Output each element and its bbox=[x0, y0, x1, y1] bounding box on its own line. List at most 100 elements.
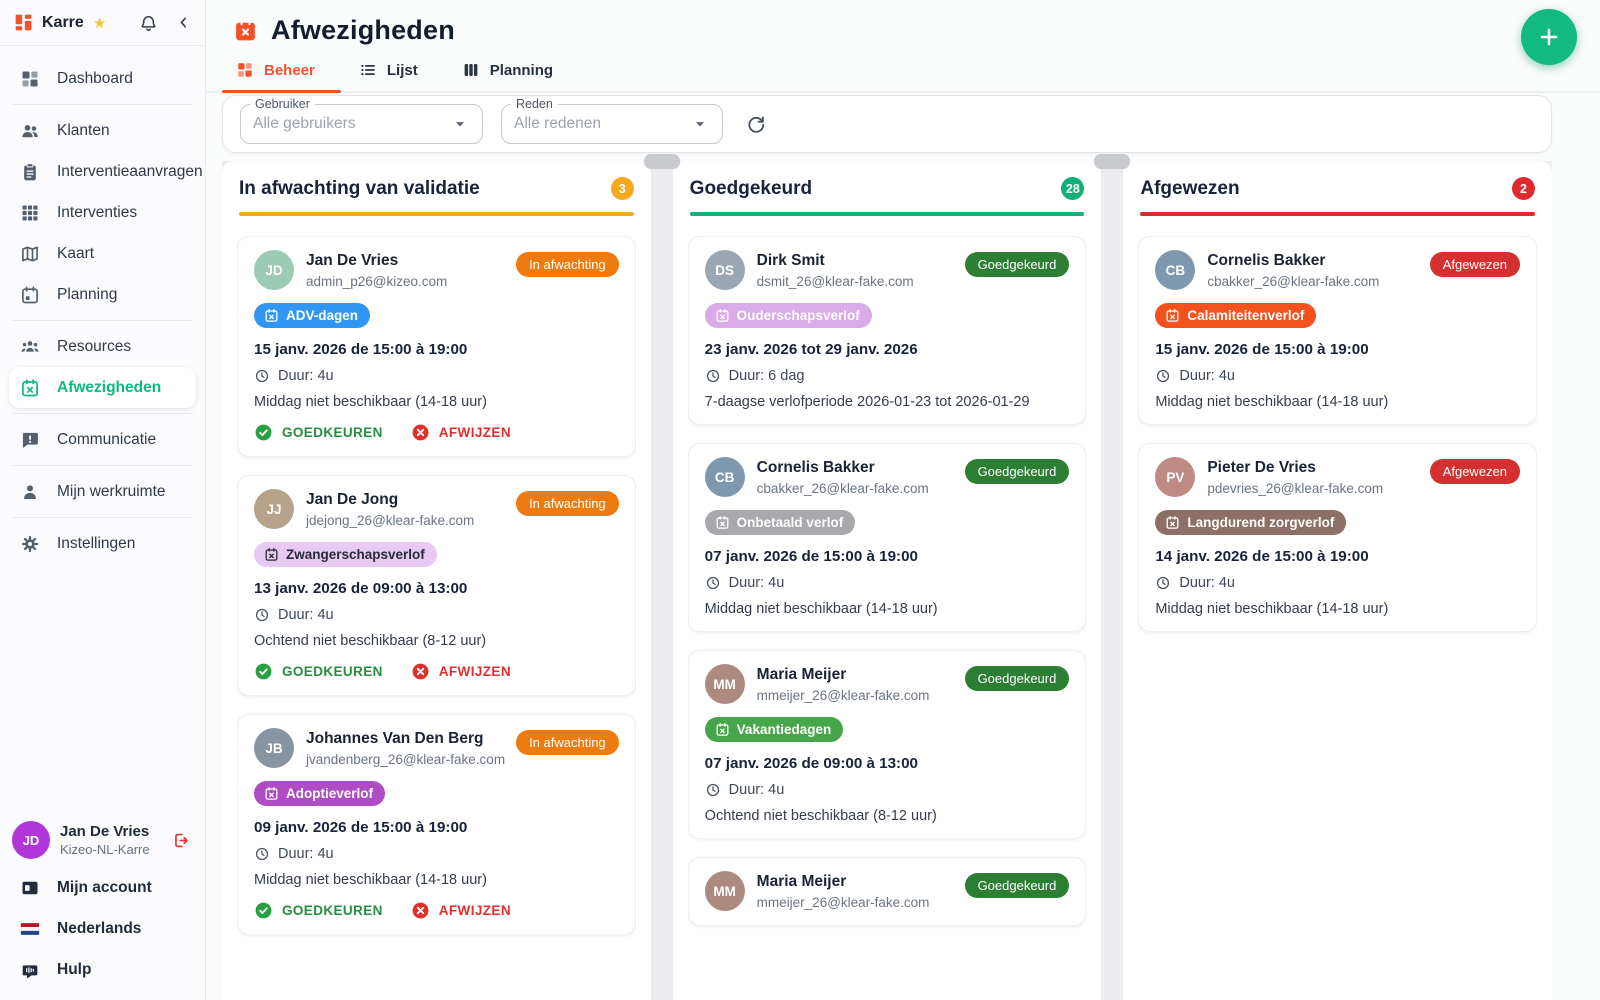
card-name: Maria Meijer bbox=[756, 666, 847, 683]
avatar: JD bbox=[254, 250, 294, 290]
reason-filter-value: Alle redenen bbox=[514, 115, 602, 132]
check-circle-icon bbox=[254, 901, 273, 920]
sidebar-footer-label: Mijn account bbox=[57, 878, 152, 896]
reject-button[interactable]: AFWIJZEN bbox=[411, 901, 511, 920]
column-header: Goedgekeurd 28 bbox=[688, 161, 1087, 216]
reason-tag-label: Onbetaald verlof bbox=[736, 515, 844, 530]
absence-card[interactable]: DS Dirk Smit dsmit_26@klear-fake.com Goedge… bbox=[687, 236, 1087, 425]
column-count-badge: 2 bbox=[1512, 177, 1536, 200]
card-icon bbox=[20, 878, 40, 898]
card-header: MM Maria Meijer mmeijer_26@klear-fake.com G… bbox=[704, 664, 1070, 704]
absence-card[interactable]: JB Johannes Van Den Berg jvandenberg_26@kl… bbox=[237, 714, 636, 935]
status-badge: Goedgekeurd bbox=[964, 873, 1070, 898]
card-header: MM Maria Meijer mmeijer_26@klear-fake.com G… bbox=[704, 871, 1070, 911]
check-circle-icon bbox=[254, 423, 273, 442]
column-header: Afgewezen 2 bbox=[1138, 161, 1537, 216]
clock-icon bbox=[254, 368, 270, 384]
card-duration: Duur: 4u bbox=[1155, 368, 1520, 384]
sidebar-item-planning[interactable]: Planning bbox=[9, 274, 196, 315]
approve-button[interactable]: GOEDKEUREN bbox=[254, 662, 383, 681]
reject-label: AFWIJZEN bbox=[438, 425, 511, 440]
approve-label: GOEDKEUREN bbox=[282, 903, 383, 918]
absence-card[interactable]: JJ Jan De Jong jdejong_26@klear-fake.com In… bbox=[237, 475, 636, 696]
tab-planning[interactable]: Planning bbox=[462, 61, 555, 91]
add-absence-button[interactable] bbox=[1521, 9, 1577, 65]
sidebar-footer-item-mijn-account[interactable]: Mijn account bbox=[9, 867, 196, 908]
avatar: MM bbox=[704, 664, 745, 704]
user-name: Jan De Vries bbox=[60, 823, 150, 840]
tab-lijst[interactable]: Lijst bbox=[359, 61, 420, 91]
check-circle-icon bbox=[254, 662, 273, 681]
approve-button[interactable]: GOEDKEUREN bbox=[254, 423, 383, 442]
card-description: Middag niet beschikbaar (14-18 uur) bbox=[1155, 394, 1389, 410]
sidebar-item-dashboard[interactable]: Dashboard bbox=[9, 58, 196, 99]
absence-card[interactable]: MM Maria Meijer mmeijer_26@klear-fake.com G… bbox=[687, 650, 1087, 839]
reason-filter-label: Reden bbox=[511, 97, 558, 111]
absence-card[interactable]: PV Pieter De Vries pdevries_26@klear-fake.… bbox=[1138, 443, 1538, 632]
reject-button[interactable]: AFWIJZEN bbox=[411, 662, 511, 681]
calendar-x-icon bbox=[20, 378, 40, 398]
logout-icon[interactable] bbox=[172, 831, 191, 850]
card-name: Jan De Vries bbox=[306, 252, 399, 269]
clock-icon bbox=[1155, 368, 1171, 384]
chevron-down-icon[interactable] bbox=[690, 114, 710, 134]
card-name: Jan De Jong bbox=[306, 491, 399, 508]
calendar-x-icon bbox=[264, 547, 279, 562]
refresh-icon[interactable] bbox=[745, 113, 767, 135]
card-date: 07 janv. 2026 de 09:00 à 13:00 bbox=[704, 755, 919, 772]
tab-beheer[interactable]: Beheer bbox=[222, 61, 341, 93]
status-badge: In afwachting bbox=[516, 252, 619, 277]
sidebar-item-klanten[interactable]: Klanten bbox=[9, 110, 196, 151]
sidebar-user[interactable]: JD Jan De Vries Kizeo-NL-Karre bbox=[0, 811, 205, 865]
card-date: 09 janv. 2026 de 15:00 à 19:00 bbox=[254, 819, 468, 836]
sidebar-item-interventieaanvragen[interactable]: Interventieaanvragen bbox=[9, 151, 203, 192]
sidebar-item-interventies[interactable]: Interventies bbox=[9, 192, 196, 233]
sidebar-item-label: Interventieaanvragen bbox=[57, 162, 203, 180]
card-header: PV Pieter De Vries pdevries_26@klear-fake.… bbox=[1155, 457, 1521, 497]
absence-card[interactable]: CB Cornelis Bakker cbakker_26@klear-fake.c… bbox=[687, 443, 1087, 632]
card-email: cbakker_26@klear-fake.com bbox=[1207, 274, 1380, 289]
bell-icon[interactable] bbox=[139, 13, 158, 32]
status-badge: Afgewezen bbox=[1429, 459, 1521, 484]
sidebar-footer-item-hulp[interactable]: Hulp bbox=[9, 949, 196, 990]
column-title: Afgewezen bbox=[1140, 177, 1240, 199]
sidebar-item-instellingen[interactable]: Instellingen bbox=[9, 523, 196, 564]
reason-filter-select[interactable]: Reden Alle redenen bbox=[501, 97, 723, 144]
absence-card[interactable]: MM Maria Meijer mmeijer_26@klear-fake.com G… bbox=[687, 857, 1087, 926]
status-badge: Afgewezen bbox=[1429, 252, 1521, 277]
reject-button[interactable]: AFWIJZEN bbox=[411, 423, 511, 442]
absence-card[interactable]: JD Jan De Vries admin_p26@kizeo.com In afwa… bbox=[237, 236, 636, 457]
chevron-down-icon[interactable] bbox=[450, 114, 470, 134]
column-goedgekeurd: Goedgekeurd 28 DS Dirk Smit dsmit_26@klear-f… bbox=[672, 161, 1102, 1000]
card-header: JJ Jan De Jong jdejong_26@klear-fake.com In… bbox=[254, 489, 619, 529]
column-in-afwachting-van-validatie: In afwachting van validatie 3 JD Jan De Vri… bbox=[222, 161, 651, 1000]
sidebar-item-label: Mijn werkruimte bbox=[57, 482, 166, 500]
calendar-x-icon bbox=[1165, 515, 1180, 530]
page-header: Afwezigheden bbox=[206, 0, 1600, 46]
column-scroll-handle[interactable] bbox=[643, 154, 680, 169]
sidebar-item-communicatie[interactable]: Communicatie bbox=[9, 419, 196, 460]
sidebar-item-resources[interactable]: Resources bbox=[9, 326, 196, 367]
sidebar-item-mijn-werkruimte[interactable]: Mijn werkruimte bbox=[9, 471, 196, 512]
gear-icon bbox=[20, 534, 40, 554]
reason-tag: Langdurend zorgverlof bbox=[1155, 510, 1347, 535]
sidebar-item-afwezigheden[interactable]: Afwezigheden bbox=[9, 367, 196, 408]
collapse-sidebar-icon[interactable] bbox=[175, 14, 192, 31]
column-scroll-handle[interactable] bbox=[1094, 154, 1131, 169]
x-circle-icon bbox=[411, 423, 430, 442]
avatar: CB bbox=[1155, 250, 1196, 290]
kanban-board: In afwachting van validatie 3 JD Jan De Vri… bbox=[222, 154, 1553, 1000]
card-date: 07 janv. 2026 de 15:00 à 19:00 bbox=[704, 548, 919, 565]
users-group-icon bbox=[20, 337, 40, 357]
reason-tag: Calamiteitenverlof bbox=[1155, 303, 1317, 328]
status-badge: Goedgekeurd bbox=[964, 459, 1070, 484]
clock-icon bbox=[705, 368, 721, 384]
sidebar-footer-item-nederlands[interactable]: Nederlands bbox=[9, 908, 196, 949]
card-date: 15 janv. 2026 de 15:00 à 19:00 bbox=[254, 341, 468, 358]
approve-button[interactable]: GOEDKEUREN bbox=[254, 901, 383, 920]
absence-card[interactable]: CB Cornelis Bakker cbakker_26@klear-fake.c… bbox=[1138, 236, 1538, 425]
columns-icon bbox=[462, 61, 480, 79]
sidebar-item-kaart[interactable]: Kaart bbox=[9, 233, 196, 274]
user-filter-select[interactable]: Gebruiker Alle gebruikers bbox=[240, 97, 483, 144]
card-email: admin_p26@kizeo.com bbox=[306, 274, 448, 289]
